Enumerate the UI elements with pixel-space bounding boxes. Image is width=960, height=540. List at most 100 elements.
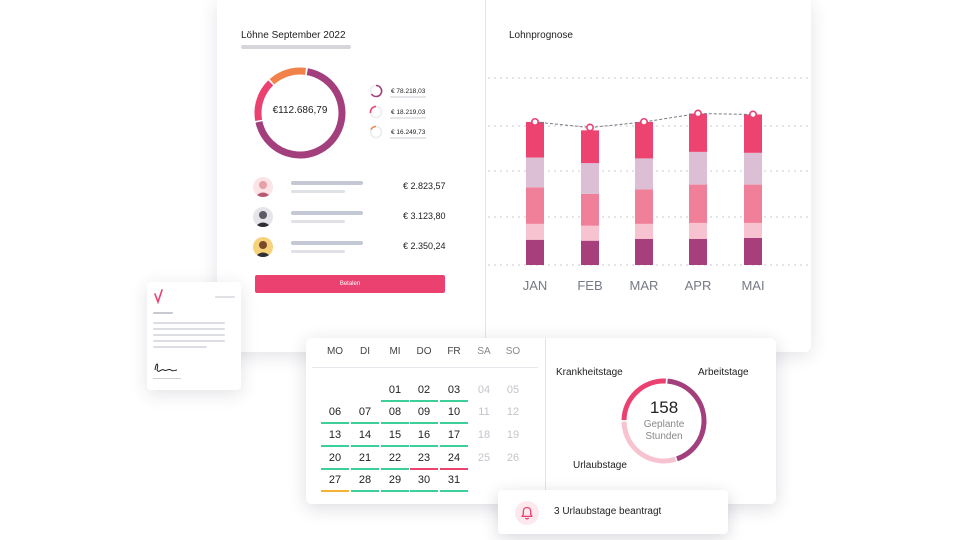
calendar-day-number: 07 <box>358 406 372 418</box>
legend-value: € 78.218,03 <box>391 87 426 95</box>
x-tick-label: MAI <box>741 278 764 293</box>
bar-segment <box>744 114 762 153</box>
bar-segment <box>744 152 762 185</box>
calendar-day[interactable]: 25 <box>469 452 499 464</box>
calendar-day-number: 11 <box>478 406 490 418</box>
calendar-day[interactable]: 22 <box>380 452 410 470</box>
weekday-label: FR <box>447 346 461 357</box>
role-placeholder <box>291 220 345 223</box>
notification-text: 3 Urlaubstage beantragt <box>554 506 662 517</box>
calendar-day[interactable]: 08 <box>380 406 410 424</box>
bar-segment <box>635 223 653 239</box>
calendar-day-number: 30 <box>417 474 431 486</box>
calendar-day-number: 05 <box>506 384 520 396</box>
bar-segment <box>581 225 599 241</box>
chart-title: Lohnprognose <box>509 30 573 41</box>
calendar-day[interactable]: 13 <box>320 429 350 447</box>
trend-point <box>586 123 595 132</box>
avatar <box>253 237 273 257</box>
calendar-day[interactable]: 05 <box>498 384 528 396</box>
day-status-underline <box>321 490 349 492</box>
calendar-day[interactable]: 14 <box>350 429 380 447</box>
divider <box>312 367 538 368</box>
bar-segment <box>526 223 544 240</box>
calendar-day[interactable]: 24 <box>439 452 469 470</box>
day-status-underline <box>321 445 349 447</box>
x-tick-label: JAN <box>523 278 548 293</box>
calendar-day[interactable]: 07 <box>350 406 380 424</box>
notification-toast[interactable]: 3 Urlaubstage beantragt <box>498 490 728 534</box>
day-status-underline <box>410 400 438 402</box>
calendar-day-number: 14 <box>358 429 372 441</box>
calendar-day[interactable]: 31 <box>439 474 469 492</box>
calendar-day[interactable]: 10 <box>439 406 469 424</box>
day-status-underline <box>381 445 409 447</box>
calendar-day-number: 10 <box>447 406 461 418</box>
vacation-days-label: Urlaubstage <box>573 460 627 471</box>
ring-segment <box>621 378 707 464</box>
calendar-day-number: 09 <box>417 406 431 418</box>
ring-icon <box>369 105 383 119</box>
calendar-day[interactable]: 18 <box>469 429 499 441</box>
calendar-day[interactable]: 01 <box>380 384 410 402</box>
calendar-day[interactable]: 21 <box>350 452 380 470</box>
calendar-day[interactable]: 26 <box>498 452 528 464</box>
calendar-day[interactable]: 09 <box>409 406 439 424</box>
calendar-day-number: 25 <box>477 452 491 464</box>
calendar-day[interactable]: 15 <box>380 429 410 447</box>
trend-point <box>530 117 539 126</box>
day-status-underline <box>351 422 379 424</box>
bar-segment <box>744 237 762 265</box>
employee-row[interactable]: € 2.823,57 <box>253 177 453 199</box>
calendar-day-number: 24 <box>447 452 461 464</box>
calendar-day[interactable]: 28 <box>350 474 380 492</box>
calendar-day[interactable]: 27 <box>320 474 350 492</box>
calendar-card: MO DI MI DO FR SA SO 01 02 03 04 05 06 07 08 09 10 11 12 1… <box>306 338 776 504</box>
planned-hours-label: Geplante Stunden <box>618 419 710 443</box>
bar-segment <box>526 121 544 158</box>
calendar-day[interactable]: 11 <box>469 406 499 418</box>
calendar-day[interactable]: 23 <box>409 452 439 470</box>
calendar-day[interactable]: 06 <box>320 406 350 424</box>
calendar-day-number: 27 <box>328 474 342 486</box>
calendar-day-number: 23 <box>417 452 431 464</box>
planned-hours-label-line: Stunden <box>645 431 683 442</box>
title-underline <box>241 45 351 49</box>
calendar-day-number: 13 <box>328 429 342 441</box>
calendar-day[interactable]: 17 <box>439 429 469 447</box>
calendar-day[interactable]: 04 <box>469 384 499 396</box>
document-preview <box>153 289 235 379</box>
calendar-day[interactable]: 29 <box>380 474 410 492</box>
calendar-day[interactable]: 30 <box>409 474 439 492</box>
x-tick-label: MAR <box>630 278 659 293</box>
calendar-day[interactable]: 02 <box>409 384 439 402</box>
calendar-day[interactable]: 16 <box>409 429 439 447</box>
calendar-day-number: 29 <box>388 474 402 486</box>
bar-segment <box>689 238 707 265</box>
calendar-day[interactable]: 20 <box>320 452 350 470</box>
pay-button[interactable]: Betalen <box>255 275 445 293</box>
day-status-underline <box>440 468 468 470</box>
bar-segment <box>526 239 544 265</box>
legend-item: € 18.219,03 <box>369 105 426 119</box>
employee-row[interactable]: € 2.350,24 <box>253 237 453 259</box>
document-card[interactable] <box>147 282 241 390</box>
employee-row[interactable]: € 3.123,80 <box>253 207 453 229</box>
day-status-underline <box>440 490 468 492</box>
bar-segment <box>744 184 762 223</box>
name-placeholder <box>291 181 363 185</box>
calendar-day-number: 04 <box>477 384 491 396</box>
calendar-day-number: 01 <box>388 384 402 396</box>
bar-segment <box>526 157 544 188</box>
bar-segment <box>526 187 544 224</box>
x-tick-label: APR <box>685 278 712 293</box>
calendar-day[interactable]: 19 <box>498 429 528 441</box>
calendar-day[interactable]: 12 <box>498 406 528 418</box>
bar-segment <box>581 240 599 265</box>
calendar-day[interactable]: 03 <box>439 384 469 402</box>
day-status-underline <box>440 400 468 402</box>
role-placeholder <box>291 250 345 253</box>
planned-hours-total: 158 <box>649 398 679 417</box>
name-placeholder <box>291 241 363 245</box>
day-status-underline <box>410 490 438 492</box>
